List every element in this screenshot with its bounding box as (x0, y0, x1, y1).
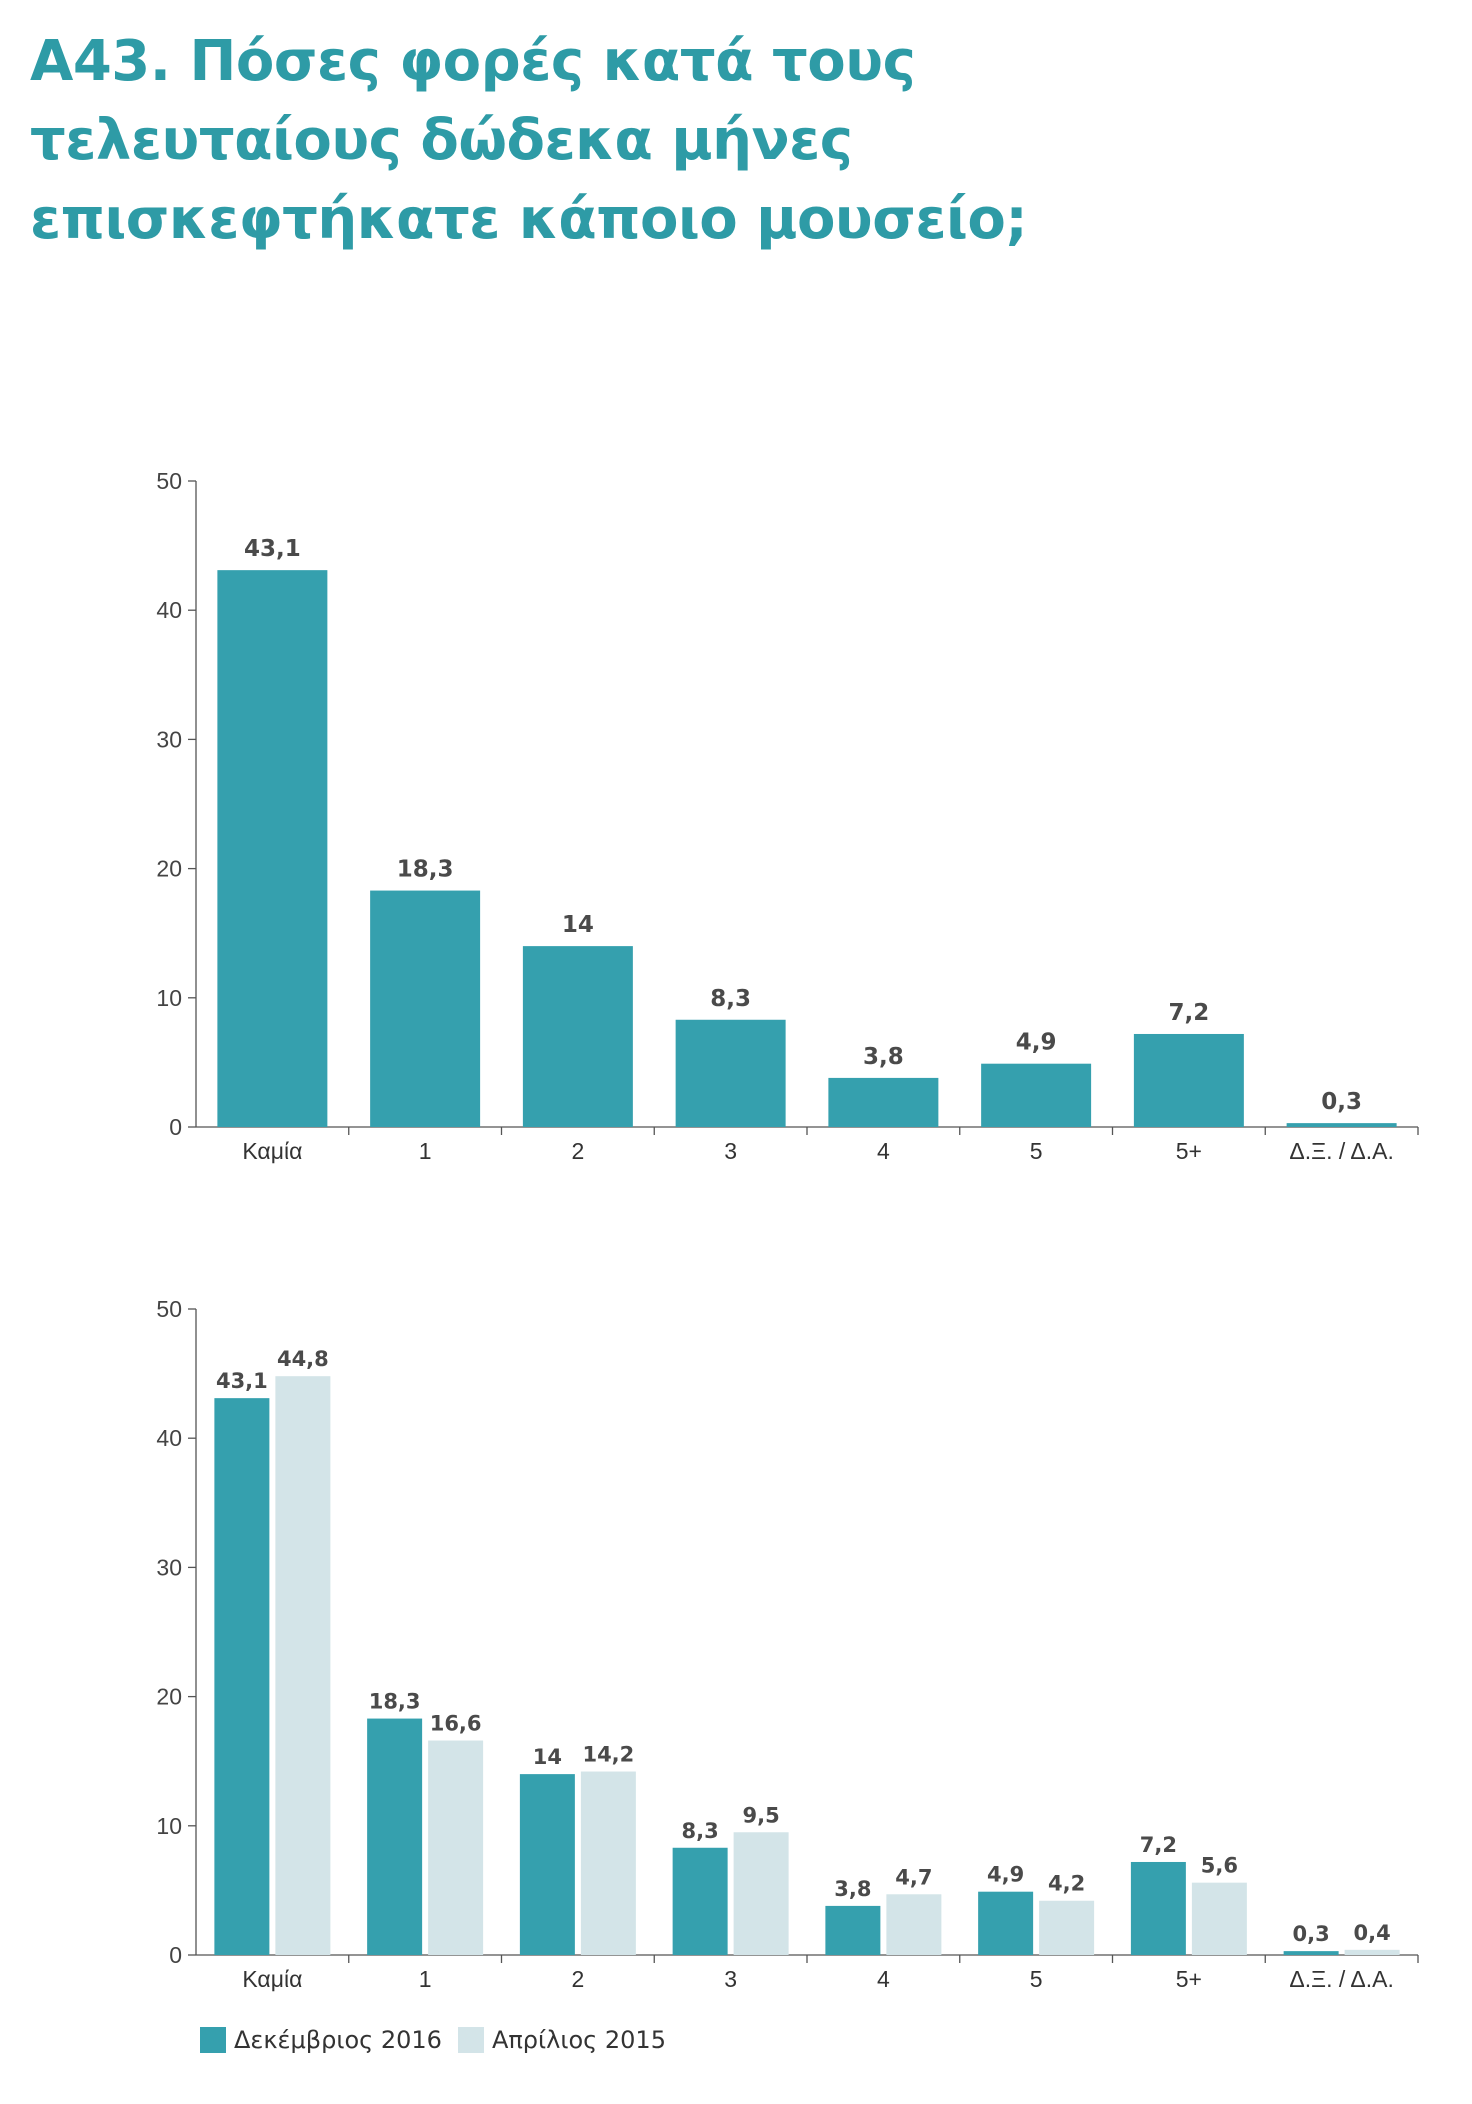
legend-item-dec2016: Δεκέμβριος 2016 (200, 2026, 442, 2054)
value-label-apr2015-2: 14,2 (582, 1743, 634, 1767)
y-tick-label: 10 (156, 985, 182, 1011)
x-tick-label-5: 5 (1030, 1966, 1043, 1992)
value-label-dec2016-cat0: 43,1 (216, 1369, 268, 1393)
y-tick-label: 0 (169, 1942, 182, 1968)
x-tick-label-cat7: Δ.Ξ. / Δ.Α. (1289, 1138, 1393, 1164)
bar-5 (1133, 1033, 1244, 1127)
page-title: Α43. Πόσες φορές κατά τους τελευταίους δ… (30, 22, 1330, 259)
bar-dec2016-cat0 (214, 1398, 270, 1955)
y-tick-label: 10 (156, 1813, 182, 1839)
bar-cat7 (1286, 1123, 1397, 1127)
title-line-2: τελευταίους δώδεκα μήνες (30, 108, 853, 173)
x-tick-label-1: 1 (419, 1138, 432, 1164)
bar-dec2016-3 (672, 1847, 728, 1955)
value-label-apr2015-4: 4,7 (895, 1865, 932, 1889)
bar-apr2015-2 (580, 1771, 636, 1955)
legend-swatch-dec2016 (200, 2027, 226, 2053)
bar-1 (370, 890, 481, 1127)
value-label-5: 7,2 (1169, 1000, 1210, 1026)
bar-3 (675, 1019, 786, 1127)
value-label-apr2015-cat7: 0,4 (1354, 1921, 1391, 1945)
value-label-5: 4,9 (1016, 1030, 1057, 1056)
chart-legend: Δεκέμβριος 2016 Απρίλιος 2015 (200, 2026, 682, 2054)
value-label-dec2016-3: 8,3 (682, 1819, 719, 1843)
x-tick-label-3: 3 (724, 1138, 737, 1164)
y-tick-label: 40 (156, 597, 182, 623)
bar-dec2016-cat7 (1283, 1951, 1339, 1955)
bar-apr2015-3 (733, 1832, 789, 1955)
value-label-apr2015-5: 5,6 (1201, 1854, 1238, 1878)
x-tick-label-cat7: Δ.Ξ. / Δ.Α. (1289, 1966, 1393, 1992)
bar-5 (981, 1063, 1092, 1127)
value-label-4: 3,8 (863, 1044, 904, 1070)
value-label-cat0: 43,1 (244, 536, 301, 562)
x-tick-label-1: 1 (419, 1966, 432, 1992)
legend-item-apr2015: Απρίλιος 2015 (457, 2026, 666, 2054)
title-line-3: επισκεφτήκατε κάποιο μουσείο; (30, 187, 1028, 252)
value-label-3: 8,3 (710, 986, 751, 1012)
y-tick-label: 30 (156, 726, 182, 752)
value-label-dec2016-cat7: 0,3 (1293, 1922, 1330, 1946)
x-tick-label-cat0: Καμία (242, 1138, 302, 1164)
value-label-dec2016-1: 18,3 (369, 1690, 421, 1714)
y-tick-label: 20 (156, 1684, 182, 1710)
x-tick-label-cat0: Καμία (242, 1966, 302, 1992)
title-line-1: Α43. Πόσες φορές κατά τους (30, 29, 916, 94)
bar-4 (828, 1077, 939, 1127)
legend-label-dec2016: Δεκέμβριος 2016 (234, 2026, 442, 2054)
y-tick-label: 50 (156, 468, 182, 494)
x-tick-label-5: 5+ (1176, 1966, 1202, 1992)
comparison-bar-chart: 0 10 20 30 40 50 43,1 44,8 Καμία 18,3 16,6 1 14 14,2 2… (156, 1296, 1419, 1992)
bar-dec2016-4 (825, 1905, 881, 1955)
y-tick-label: 50 (156, 1296, 182, 1322)
value-label-apr2015-1: 16,6 (430, 1712, 482, 1736)
value-label-cat7: 0,3 (1321, 1089, 1362, 1115)
bar-apr2015-4 (886, 1894, 942, 1955)
bar-cat0 (217, 570, 328, 1127)
bar-apr2015-5 (1191, 1882, 1247, 1955)
bar-apr2015-5 (1039, 1900, 1095, 1955)
x-tick-label-5: 5+ (1176, 1138, 1202, 1164)
y-tick-label: 20 (156, 856, 182, 882)
y-tick-label: 40 (156, 1425, 182, 1451)
x-tick-label-5: 5 (1030, 1138, 1043, 1164)
x-tick-label-2: 2 (571, 1966, 584, 1992)
y-tick-label: 0 (169, 1114, 182, 1140)
value-label-1: 18,3 (397, 857, 454, 883)
value-label-dec2016-2: 14 (533, 1745, 562, 1769)
x-tick-label-3: 3 (724, 1966, 737, 1992)
bar-dec2016-5 (978, 1891, 1034, 1955)
value-label-dec2016-5: 7,2 (1140, 1833, 1177, 1857)
bar-dec2016-1 (367, 1718, 423, 1955)
value-label-apr2015-cat0: 44,8 (277, 1347, 329, 1371)
single-series-bar-chart: 0 10 20 30 40 50 43,1 Καμία 18,3 1 14 2 8,3 3 3,8 4 4,9 5… (156, 468, 1419, 1164)
y-tick-label: 30 (156, 1554, 182, 1580)
bar-dec2016-5 (1130, 1861, 1186, 1955)
x-tick-label-4: 4 (877, 1138, 890, 1164)
legend-swatch-apr2015 (457, 2027, 484, 2053)
bar-2 (522, 946, 633, 1127)
value-label-dec2016-5: 4,9 (987, 1863, 1024, 1887)
x-tick-label-4: 4 (877, 1966, 890, 1992)
value-label-apr2015-3: 9,5 (743, 1803, 780, 1827)
bar-apr2015-cat7 (1344, 1949, 1400, 1955)
bar-dec2016-2 (519, 1774, 575, 1955)
legend-label-apr2015: Απρίλιος 2015 (491, 2026, 666, 2054)
bar-apr2015-1 (428, 1740, 484, 1955)
value-label-dec2016-4: 3,8 (834, 1877, 871, 1901)
bar-apr2015-cat0 (275, 1376, 331, 1955)
x-tick-label-2: 2 (571, 1138, 584, 1164)
value-label-apr2015-5: 4,2 (1048, 1872, 1085, 1896)
value-label-2: 14 (562, 912, 594, 938)
